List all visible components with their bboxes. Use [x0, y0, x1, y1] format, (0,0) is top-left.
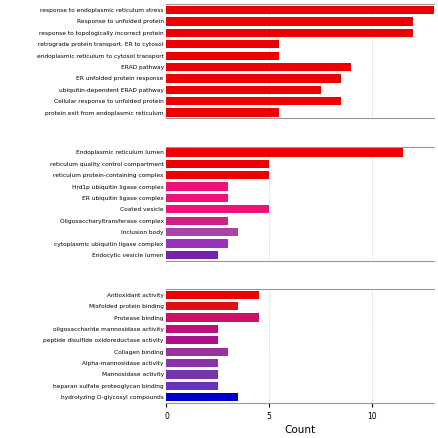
- Bar: [166, 325, 218, 333]
- Bar: [166, 240, 228, 247]
- Bar: [166, 359, 218, 367]
- Bar: [166, 160, 269, 168]
- Bar: [166, 52, 279, 60]
- Bar: [166, 171, 269, 179]
- Bar: [166, 97, 341, 105]
- Bar: [166, 251, 218, 259]
- Bar: [166, 86, 321, 94]
- Bar: [166, 109, 279, 117]
- Bar: [166, 371, 218, 378]
- Bar: [166, 29, 413, 37]
- Bar: [166, 40, 279, 48]
- Bar: [166, 302, 238, 310]
- Bar: [166, 18, 413, 25]
- Bar: [166, 336, 218, 344]
- Bar: [166, 205, 269, 213]
- X-axis label: Count: Count: [284, 425, 316, 435]
- Bar: [166, 6, 438, 14]
- Bar: [166, 183, 228, 191]
- Bar: [166, 291, 259, 299]
- Bar: [166, 148, 403, 156]
- Bar: [166, 348, 228, 356]
- Bar: [166, 74, 341, 82]
- Bar: [166, 228, 238, 236]
- Bar: [166, 382, 218, 390]
- Bar: [166, 63, 351, 71]
- Bar: [166, 393, 238, 401]
- Bar: [166, 314, 259, 321]
- Bar: [166, 194, 228, 202]
- Bar: [166, 217, 228, 225]
